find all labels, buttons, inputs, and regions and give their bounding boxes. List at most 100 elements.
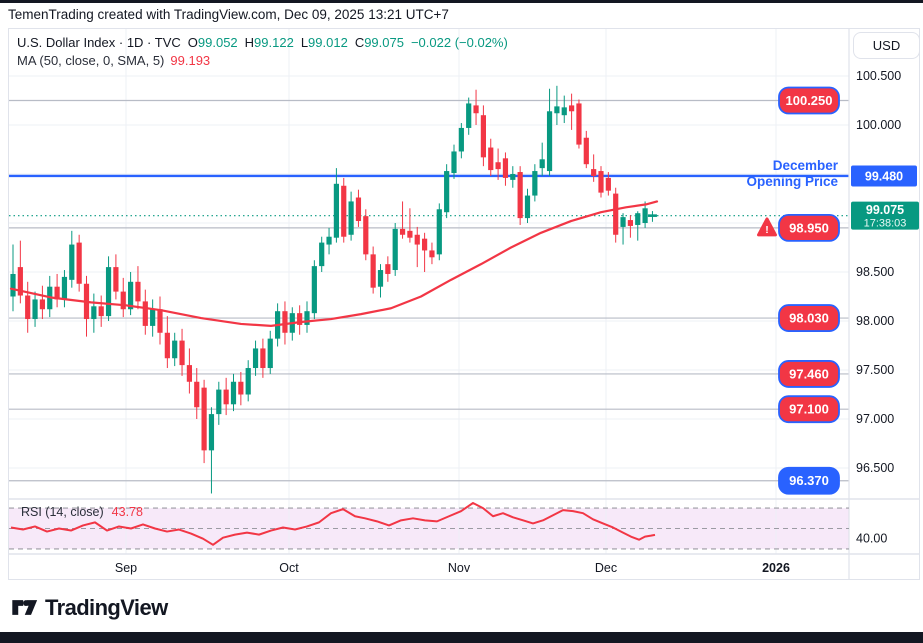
candle-body	[524, 195, 531, 219]
candle	[414, 226, 420, 268]
time-axis-label[interactable]: Sep	[115, 561, 137, 575]
ma-label[interactable]: MA (50, close, 0, SMA, 5)	[17, 53, 165, 68]
candle	[164, 316, 170, 369]
candle	[319, 236, 325, 272]
candle-body	[422, 238, 428, 251]
price-level-pill-group: 98.950!	[757, 213, 840, 242]
candle-body	[245, 368, 251, 395]
candle-body	[311, 266, 317, 314]
candle-body	[407, 230, 413, 238]
candle-body	[76, 242, 82, 284]
candle-body	[355, 197, 362, 222]
candle	[451, 144, 457, 179]
bottom-accent-bar	[0, 632, 923, 643]
change-value: −0.022 (−0.02%)	[410, 35, 508, 50]
price-level-pill[interactable]	[778, 360, 840, 388]
candle-body	[348, 201, 354, 235]
candle-body	[54, 286, 60, 300]
candle-body	[32, 299, 38, 320]
candle-body	[164, 332, 170, 359]
candle	[252, 340, 259, 376]
candle-body	[480, 115, 486, 158]
candle	[647, 211, 657, 222]
candle-body	[267, 338, 273, 369]
price-axis-tick: 97.500	[856, 363, 894, 377]
candle	[605, 172, 611, 196]
candle-body	[223, 389, 229, 405]
symbol-legend[interactable]: U.S. Dollar Index · 1D · TVC O99.052 H99.1…	[17, 34, 508, 70]
candle	[363, 209, 369, 261]
candle-body	[39, 299, 45, 310]
rsi-legend[interactable]: RSI (14, close) 43.78	[21, 505, 143, 519]
price-axis-tick: 96.500	[856, 461, 894, 475]
candle	[385, 256, 391, 282]
price-level-pill[interactable]	[778, 213, 840, 242]
candle	[61, 270, 68, 308]
price-axis-tick: 100.000	[856, 118, 901, 132]
ma50-line[interactable]	[9, 200, 659, 327]
candle	[32, 291, 38, 327]
candle-body	[201, 387, 207, 451]
candle-body	[319, 242, 325, 267]
rsi-axis-tick: 40.00	[856, 532, 887, 546]
bar-countdown-text: 17:38:03	[864, 218, 907, 230]
price-level-pill[interactable]	[778, 395, 840, 424]
candle	[370, 246, 376, 294]
alert-icon[interactable]	[757, 217, 777, 237]
candle-body	[238, 381, 244, 395]
price-level-pill-text: 98.030	[789, 311, 829, 326]
candle	[458, 123, 464, 159]
price-level-pill-group: 96.370	[778, 466, 840, 495]
candle	[223, 377, 229, 416]
price-level-pill[interactable]	[778, 86, 840, 115]
candle	[635, 211, 641, 241]
candle	[613, 187, 619, 243]
candle-body	[120, 291, 126, 310]
candle-body	[532, 171, 538, 196]
candle-body	[370, 254, 376, 288]
candle	[642, 201, 648, 228]
candle	[267, 330, 273, 374]
candle	[576, 99, 582, 149]
candle-body	[635, 213, 641, 225]
candle-body	[451, 151, 457, 174]
candle-body	[377, 270, 384, 287]
time-axis-label[interactable]: Dec	[595, 561, 617, 575]
rsi-line[interactable]	[10, 502, 656, 546]
time-axis-label[interactable]: Nov	[448, 561, 471, 575]
candle	[583, 130, 589, 169]
rsi-label: RSI (14, close)	[21, 505, 104, 519]
chart-canvas[interactable]: 100.500 100.000 98.500 98.000 97.500 97.000 96…	[9, 29, 919, 579]
candle	[157, 296, 163, 345]
candle	[591, 154, 597, 182]
price-level-pill[interactable]	[778, 304, 840, 332]
candle	[282, 301, 288, 345]
candle	[399, 201, 406, 239]
candle-body	[517, 172, 523, 219]
ohlc-key: L	[300, 35, 309, 50]
candle	[436, 203, 442, 261]
candle	[98, 295, 104, 327]
tradingview-brand[interactable]: TradingView	[11, 594, 168, 621]
currency-toggle-button[interactable]: USD	[853, 32, 920, 59]
candle-body	[98, 306, 104, 317]
candle-body	[341, 185, 347, 237]
top-accent-bar	[0, 0, 923, 3]
candle-body	[304, 311, 310, 325]
price-level-pill[interactable]	[778, 466, 840, 495]
symbol-title[interactable]: U.S. Dollar Index · 1D · TVC	[17, 35, 181, 50]
ohlc-key: C	[354, 35, 365, 50]
candle-body	[605, 177, 611, 191]
chart-widget: 100.500 100.000 98.500 98.000 97.500 97.000 96…	[8, 28, 920, 580]
candle	[39, 285, 45, 320]
alert-icon-mark: !	[765, 224, 769, 236]
candle	[311, 260, 317, 320]
candle-body	[172, 340, 178, 359]
candle-body	[554, 106, 560, 114]
candle	[488, 138, 494, 176]
price-level-pill-text: 97.100	[789, 402, 829, 417]
time-axis-label[interactable]: Oct	[279, 561, 299, 575]
candle-body	[230, 381, 237, 405]
tradingview-brand-text: TradingView	[45, 594, 168, 620]
time-axis-label[interactable]: 2026	[762, 561, 790, 575]
